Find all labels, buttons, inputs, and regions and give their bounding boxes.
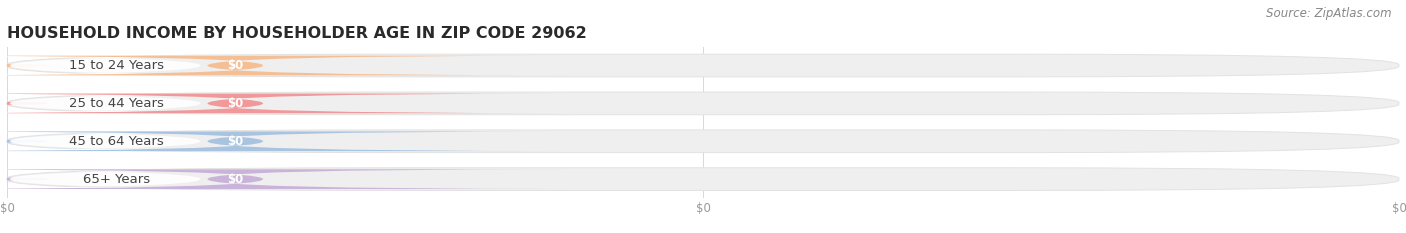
Text: $0: $0	[228, 135, 243, 148]
Text: $0: $0	[228, 173, 243, 186]
FancyBboxPatch shape	[7, 130, 1399, 153]
Text: HOUSEHOLD INCOME BY HOUSEHOLDER AGE IN ZIP CODE 29062: HOUSEHOLD INCOME BY HOUSEHOLDER AGE IN Z…	[7, 26, 586, 41]
FancyBboxPatch shape	[0, 131, 371, 151]
FancyBboxPatch shape	[0, 169, 569, 189]
FancyBboxPatch shape	[0, 94, 371, 113]
FancyBboxPatch shape	[7, 92, 1399, 115]
FancyBboxPatch shape	[7, 168, 1399, 191]
Circle shape	[0, 178, 46, 180]
Circle shape	[0, 103, 46, 104]
Circle shape	[0, 65, 46, 66]
Text: 45 to 64 Years: 45 to 64 Years	[69, 135, 163, 148]
Text: 65+ Years: 65+ Years	[83, 173, 150, 186]
Text: $0: $0	[228, 97, 243, 110]
FancyBboxPatch shape	[7, 54, 1399, 77]
FancyBboxPatch shape	[0, 56, 569, 75]
FancyBboxPatch shape	[0, 131, 569, 151]
Circle shape	[0, 140, 46, 142]
FancyBboxPatch shape	[0, 94, 569, 113]
FancyBboxPatch shape	[0, 56, 371, 75]
FancyBboxPatch shape	[0, 169, 371, 189]
Text: Source: ZipAtlas.com: Source: ZipAtlas.com	[1267, 7, 1392, 20]
Text: 15 to 24 Years: 15 to 24 Years	[69, 59, 163, 72]
Text: 25 to 44 Years: 25 to 44 Years	[69, 97, 163, 110]
Text: $0: $0	[228, 59, 243, 72]
